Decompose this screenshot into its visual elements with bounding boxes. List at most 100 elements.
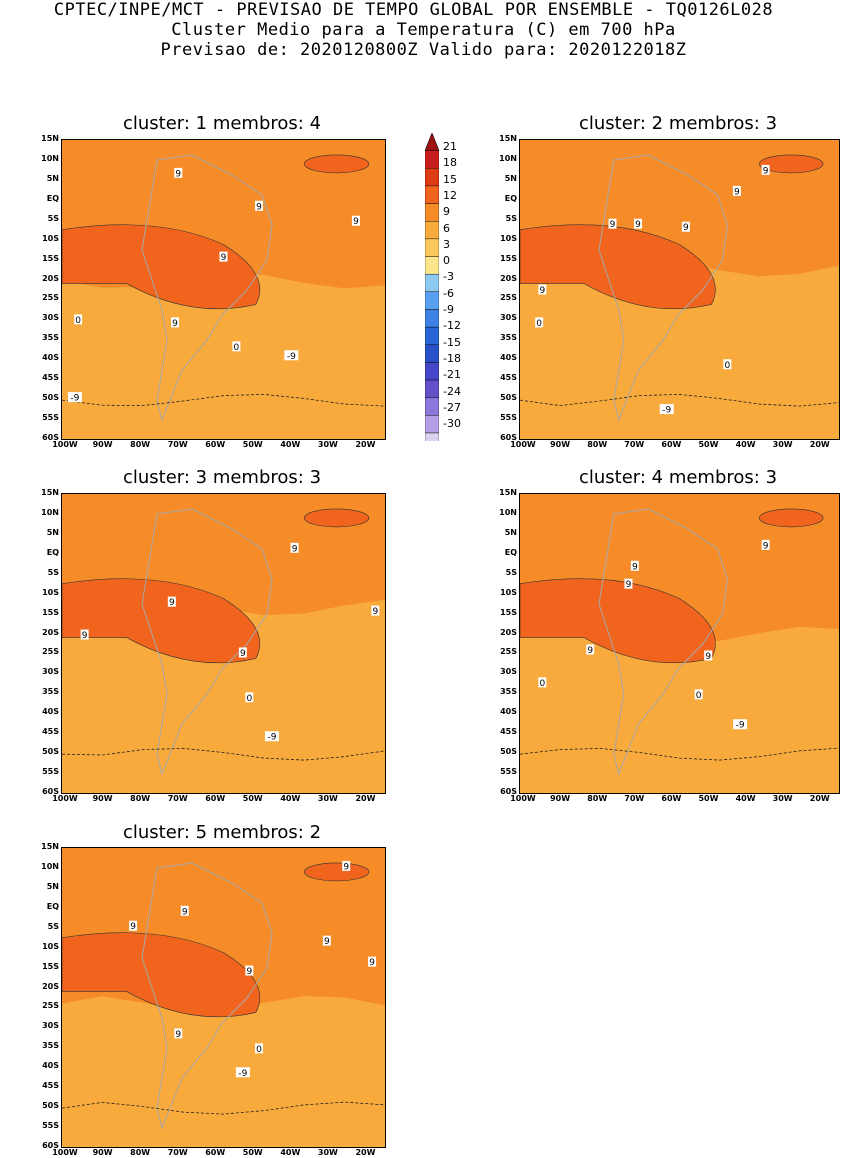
contour-label: 9 — [763, 166, 769, 176]
latitude-tick-label: 15N — [499, 134, 517, 143]
colorbar-label: 6 — [443, 221, 450, 235]
latitude-labels: 15N 10N 5N EQ 5S 10S 15S 20S 25S 30S 35S 40S 45S 50S 5… — [479, 134, 517, 442]
header-subtitle: Cluster Medio para a Temperatura (C) em … — [171, 20, 676, 40]
temperature-band — [520, 261, 839, 439]
longitude-tick-label: 80W — [587, 794, 608, 803]
temperature-band — [62, 599, 385, 793]
latitude-labels: 15N 10N 5N EQ 5S 10S 15S 20S 25S 30S 35S 40S 45S 50S 5… — [21, 488, 59, 796]
longitude-tick-label: 60W — [205, 440, 226, 449]
contour-label-box — [238, 647, 247, 658]
longitude-tick-label: 30W — [772, 440, 793, 449]
contour-label: 9 — [632, 562, 638, 572]
latitude-tick-label: 15S — [42, 607, 59, 617]
contour-label-box — [368, 956, 377, 967]
colorbar-cell — [425, 362, 439, 381]
latitude-tick-label: 10S — [500, 233, 517, 243]
latitude-tick-label: 20S — [500, 273, 517, 283]
contour-label: 0 — [724, 361, 730, 371]
warm-patch — [303, 508, 370, 528]
longitude-tick-label: 90W — [92, 440, 113, 449]
latitude-tick-label: 25S — [42, 1001, 59, 1011]
colorbar-label: 0 — [443, 254, 450, 268]
contour-label: 0 — [696, 691, 702, 701]
latitude-tick-label: 25S — [42, 293, 59, 303]
colorbar-label: 9 — [443, 205, 450, 219]
contour-label-box — [171, 317, 180, 328]
contour-label: 0 — [246, 694, 252, 704]
contour-label: 0 — [256, 1045, 262, 1055]
contour-line — [520, 393, 839, 407]
latitude-tick-label: 50S — [500, 747, 517, 757]
longitude-tick-label: 50W — [698, 440, 719, 449]
contour-label: 9 — [246, 967, 252, 977]
longitude-tick-label: 70W — [167, 794, 188, 803]
latitude-labels: 15N 10N 5N EQ 5S 10S 15S 20S 25S 30S 35S 40S 45S 50S 5… — [21, 842, 59, 1150]
contour-label: 9 — [82, 631, 88, 641]
longitude-tick-label: 40W — [280, 440, 301, 449]
longitude-labels: 100W 90W 80W 70W 60W 50W 40W 30W 20W — [510, 440, 838, 450]
contour-label: 0 — [234, 343, 240, 353]
longitude-tick-label: 60W — [205, 794, 226, 803]
latitude-tick-label: 25S — [42, 647, 59, 657]
contour-label-box — [180, 905, 189, 916]
latitude-tick-label: 10N — [499, 507, 517, 517]
colorbar-label: -21 — [443, 368, 461, 382]
longitude-labels: 100W 90W 80W 70W 60W 50W 40W 30W 20W — [52, 1148, 384, 1158]
longitude-tick-label: 30W — [772, 794, 793, 803]
contour-label-box — [371, 605, 380, 616]
contour-label: 9 — [763, 541, 769, 551]
contour-label: 9 — [734, 187, 740, 197]
longitude-tick-label: 100W — [510, 440, 536, 449]
contour-label: 9 — [130, 922, 136, 932]
contour-label: 9 — [626, 580, 632, 590]
contour-line — [62, 1101, 385, 1115]
colorbar-label: -27 — [443, 400, 461, 414]
contour-label: -9 — [70, 394, 79, 404]
colorbar-label: -24 — [443, 384, 461, 398]
latitude-tick-label: 35S — [500, 687, 517, 697]
latitude-tick-label: 10S — [42, 941, 59, 951]
latitude-tick-label: 40S — [500, 353, 517, 363]
longitude-tick-label: 90W — [92, 794, 113, 803]
latitude-tick-label: 30S — [42, 1021, 59, 1031]
contour-label: -9 — [267, 733, 276, 743]
latitude-tick-label: EQ — [46, 193, 59, 203]
longitude-tick-label: 70W — [624, 440, 645, 449]
panel-title: cluster: 3 membros: 3 — [122, 467, 322, 488]
latitude-tick-label: 5S — [47, 567, 59, 577]
contour-label-box — [732, 185, 741, 196]
latitude-tick-label: EQ — [46, 901, 59, 911]
latitude-tick-label: 10N — [41, 507, 59, 517]
colorbar-label: 12 — [443, 188, 457, 202]
contour-label-box — [219, 251, 228, 262]
contour-label-box — [694, 689, 703, 700]
contour-label-box — [235, 1067, 250, 1078]
latitude-tick-label: 5N — [46, 527, 59, 537]
colorbar-cell — [425, 203, 439, 222]
warm-region — [62, 932, 260, 1018]
contour-label-box — [322, 935, 331, 946]
temperature-map: 9 9 9 9 9 0 -9 — [61, 493, 386, 794]
colorbar-cell — [425, 221, 439, 240]
contour-label: 9 — [587, 646, 593, 656]
latitude-tick-label: 55S — [500, 767, 517, 777]
latitude-tick-label: 10S — [500, 587, 517, 597]
temperature-map: 9 9 9 9 9 0 -9 0 -9 — [61, 139, 386, 440]
colorbar-cell — [425, 133, 439, 151]
longitude-tick-label: 80W — [130, 1148, 151, 1157]
contour-label-box — [634, 218, 643, 229]
latitude-tick-label: 60S — [42, 1141, 59, 1150]
longitude-labels: 100W 90W 80W 70W 60W 50W 40W 30W 20W — [52, 440, 384, 450]
latitude-tick-label: 50S — [42, 747, 59, 757]
latitude-tick-label: 30S — [500, 667, 517, 677]
colorbar-cell — [425, 238, 439, 257]
contour-label-box — [174, 1028, 183, 1039]
contour-label-box — [351, 215, 360, 226]
longitude-tick-label: 60W — [661, 440, 682, 449]
contour-label-box — [535, 317, 544, 328]
latitude-tick-label: 45S — [42, 1081, 59, 1091]
contour-label: 9 — [292, 544, 298, 554]
contour-label-box — [255, 1043, 264, 1054]
latitude-tick-label: 5N — [504, 173, 517, 183]
latitude-tick-label: 55S — [42, 413, 59, 423]
